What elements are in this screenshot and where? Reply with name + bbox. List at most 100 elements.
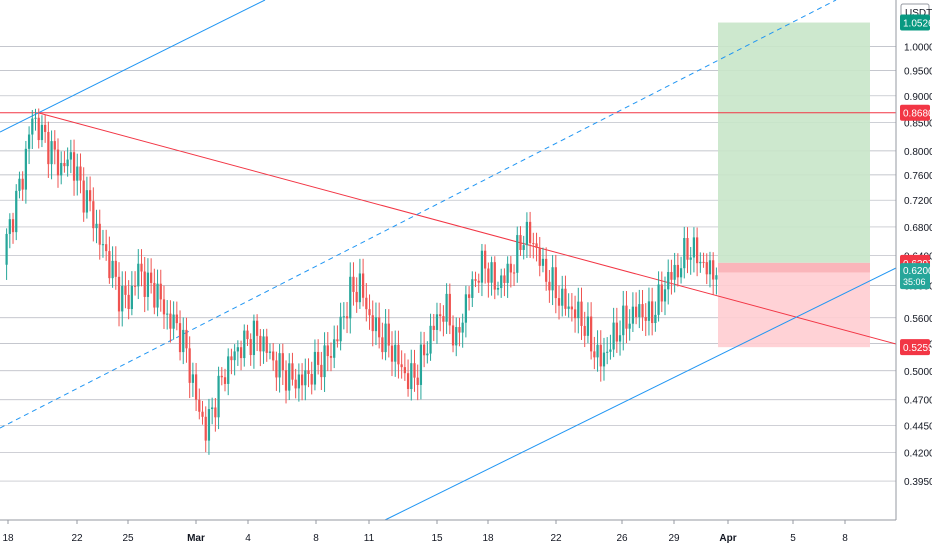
candle-body <box>223 377 227 384</box>
candle-body <box>695 237 699 264</box>
resistance-price-label-box <box>900 104 930 121</box>
candle-body <box>172 314 175 329</box>
candle-body <box>618 335 622 342</box>
candle-body <box>496 288 500 290</box>
candle-body <box>121 286 124 312</box>
candle-body <box>272 351 275 361</box>
x-tick-label: Mar <box>187 533 205 544</box>
candle-body <box>480 250 484 283</box>
candle-body <box>686 238 689 260</box>
candle-body <box>615 322 618 342</box>
candle-body <box>82 180 85 213</box>
drawing-lines <box>0 0 897 521</box>
candle-body <box>336 339 339 342</box>
candle-body <box>114 260 117 277</box>
candle-body <box>561 288 564 306</box>
candle-body <box>117 276 121 312</box>
candle-body <box>644 317 647 321</box>
stop-price-label-text: 0.5259 <box>903 343 932 354</box>
y-tick-label: 0.7200 <box>904 196 932 207</box>
stop-zone <box>718 262 870 348</box>
candle-body <box>394 344 397 362</box>
candle-body <box>220 375 223 378</box>
candle-body <box>207 409 211 441</box>
candle-body <box>304 370 307 386</box>
candle-body <box>426 353 429 356</box>
candle-body <box>323 345 326 378</box>
candle-body <box>683 238 686 269</box>
x-tick-label: 22 <box>550 533 562 544</box>
y-tick-label: 0.4700 <box>904 396 932 407</box>
candle-body <box>467 294 471 298</box>
candle-body <box>317 351 320 365</box>
candle-body <box>625 305 628 329</box>
current-price-box <box>900 263 930 290</box>
candle-body <box>211 407 214 410</box>
x-tick-label: 15 <box>431 533 443 544</box>
candle-body <box>442 316 445 322</box>
candle-body <box>390 345 394 362</box>
candle-body <box>281 353 284 371</box>
x-tick-label: 4 <box>245 533 251 544</box>
candle-body <box>455 327 458 346</box>
y-tick-label: 0.9000 <box>904 92 932 103</box>
stop-price-label-box <box>900 339 930 356</box>
candle-body <box>169 313 172 329</box>
candle-body <box>130 285 133 310</box>
candle-body <box>432 325 435 330</box>
x-tick-label: 8 <box>313 533 319 544</box>
candle-body <box>143 271 146 297</box>
candle-body <box>654 314 657 324</box>
x-tick-label: 25 <box>122 533 134 544</box>
candle-body <box>651 301 654 324</box>
candle-body <box>249 339 252 356</box>
candle-body <box>670 271 673 280</box>
channel-lower-line <box>384 267 897 521</box>
candle-body <box>66 159 69 167</box>
candle-body <box>76 166 79 181</box>
candle-body <box>429 325 432 354</box>
candle-body <box>339 316 342 342</box>
candle-body <box>288 363 291 391</box>
candle-body <box>631 306 635 324</box>
candle-body <box>541 258 545 266</box>
resistance-price-label-text: 0.8680 <box>903 109 932 120</box>
x-tick-label: 8 <box>842 533 848 544</box>
candle-body <box>445 293 448 322</box>
candle-body <box>133 285 137 287</box>
candle-body <box>358 273 362 303</box>
candle-body <box>593 351 596 358</box>
current-price-text: 0.6200 <box>903 266 932 277</box>
x-tick-label: 26 <box>616 533 628 544</box>
candle-body <box>11 219 15 233</box>
candle-body <box>278 353 281 378</box>
y-tick-label: 0.7600 <box>904 171 932 182</box>
candle-body <box>484 250 487 269</box>
candle-body <box>622 305 625 336</box>
candle-body <box>156 283 159 308</box>
candle-body <box>92 201 95 229</box>
candle-body <box>410 363 413 389</box>
candle-body <box>162 299 166 315</box>
candle-body <box>586 316 590 336</box>
candle-body <box>567 306 570 309</box>
candle-body <box>201 411 204 417</box>
candle-body <box>557 298 561 306</box>
countdown-text: 35:06 <box>903 277 926 287</box>
x-tick-label: 18 <box>2 533 14 544</box>
candle-body <box>146 272 150 297</box>
candle-body <box>111 260 114 279</box>
candle-body <box>349 276 352 319</box>
candle-body <box>150 272 153 283</box>
candle-body <box>329 356 333 358</box>
candle-body <box>532 243 535 245</box>
candle-body <box>487 268 490 283</box>
candle-body <box>72 152 76 181</box>
candle-body <box>387 323 390 346</box>
candle-body <box>85 190 89 213</box>
candle-body <box>204 416 207 441</box>
candle-body <box>268 351 272 353</box>
descending-trendline <box>37 112 897 345</box>
